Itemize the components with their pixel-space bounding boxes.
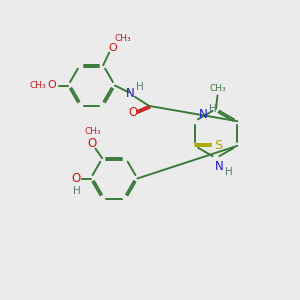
Text: CH₃: CH₃ xyxy=(115,34,132,43)
Text: N: N xyxy=(214,160,224,173)
Text: O: O xyxy=(48,80,57,91)
Text: H: H xyxy=(73,185,80,196)
Text: N: N xyxy=(126,87,135,101)
Text: O: O xyxy=(109,43,118,53)
Text: O: O xyxy=(129,106,138,119)
Text: O: O xyxy=(88,137,97,150)
Text: S: S xyxy=(214,139,222,152)
Text: CH₃: CH₃ xyxy=(210,84,226,93)
Text: H: H xyxy=(136,82,144,92)
Text: N: N xyxy=(199,108,208,121)
Text: CH₃: CH₃ xyxy=(30,81,46,90)
Text: H: H xyxy=(225,167,232,177)
Text: CH₃: CH₃ xyxy=(84,127,101,136)
Text: H: H xyxy=(209,104,217,114)
Text: O: O xyxy=(72,172,81,185)
